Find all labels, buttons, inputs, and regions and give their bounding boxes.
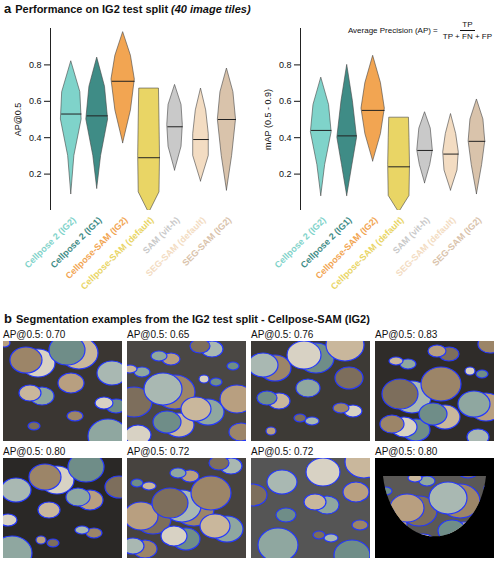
html-text:AP@0.5: 0.70: AP@0.5: 0.70 xyxy=(3,329,66,340)
svg-text:Cellpose 2 (IG2): Cellpose 2 (IG2) xyxy=(22,214,78,271)
html-text:AP@0.5: 0.76: AP@0.5: 0.76 xyxy=(251,329,314,340)
svg-text:0.2: 0.2 xyxy=(29,169,42,179)
svg-text:Cellpose-SAM (default): Cellpose-SAM (default) xyxy=(79,215,156,292)
html-text:Average Precision (AP) =: Average Precision (AP) = xyxy=(347,26,438,35)
html-text:TP + FN + FP: TP + FN + FP xyxy=(442,32,492,41)
svg-text:Cellpose-SAM (IG2): Cellpose-SAM (IG2) xyxy=(313,214,380,281)
svg-text:SAM (vit-h): SAM (vit-h) xyxy=(140,214,182,256)
svg-text:SEG-SAM (IG2): SEG-SAM (IG2) xyxy=(180,215,233,268)
html-text:AP@0.5: 0.72: AP@0.5: 0.72 xyxy=(251,446,314,457)
svg-text:0.6: 0.6 xyxy=(29,96,42,106)
svg-text:Cellpose 2 (IG2): Cellpose 2 (IG2) xyxy=(272,214,328,271)
svg-text:0.4: 0.4 xyxy=(279,133,292,143)
svg-text:Cellpose-SAM (IG2): Cellpose-SAM (IG2) xyxy=(63,214,130,281)
svg-text:SEG-SAM (default): SEG-SAM (default) xyxy=(393,214,458,279)
svg-text:Cellpose-SAM (default): Cellpose-SAM (default) xyxy=(329,215,406,292)
html-text:AP@0.5: 0.83: AP@0.5: 0.83 xyxy=(375,329,438,340)
html-text:AP@0.5: 0.72: AP@0.5: 0.72 xyxy=(127,446,190,457)
svg-text:0.6: 0.6 xyxy=(279,96,292,106)
svg-text:0.2: 0.2 xyxy=(279,169,292,179)
svg-text:0.8: 0.8 xyxy=(279,60,292,70)
html-text:TP: TP xyxy=(462,20,473,29)
svg-text:Cellpose 2 (IG1): Cellpose 2 (IG1) xyxy=(298,214,354,271)
svg-text:SEG-SAM (default): SEG-SAM (default) xyxy=(143,214,208,279)
svg-text:mAP (0.5 - 0.9): mAP (0.5 - 0.9) xyxy=(263,89,273,150)
svg-text:0.8: 0.8 xyxy=(29,60,42,70)
svg-text:Cellpose 2 (IG1): Cellpose 2 (IG1) xyxy=(48,214,104,271)
html-text:AP@0.5: 0.80: AP@0.5: 0.80 xyxy=(375,446,438,457)
html-text:AP@0.5: 0.80: AP@0.5: 0.80 xyxy=(3,446,66,457)
html-text:b Segmentation examples from t: b Segmentation examples from the IG2 tes… xyxy=(4,311,370,326)
svg-text:SAM (vit-h): SAM (vit-h) xyxy=(390,214,432,256)
html-text:a Performance on IG2 test spli: a Performance on IG2 test split (40 imag… xyxy=(4,1,251,16)
svg-text:0.4: 0.4 xyxy=(29,133,42,143)
svg-text:AP@0.5: AP@0.5 xyxy=(13,103,23,137)
html-text:AP@0.5: 0.65: AP@0.5: 0.65 xyxy=(127,329,190,340)
svg-text:SEG-SAM (IG2): SEG-SAM (IG2) xyxy=(430,215,483,268)
